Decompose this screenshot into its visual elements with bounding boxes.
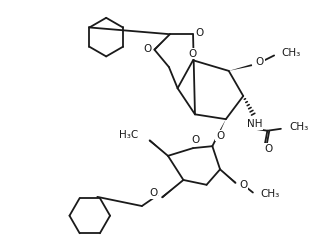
Text: O: O [216, 131, 224, 141]
Polygon shape [149, 140, 168, 156]
Text: O: O [192, 135, 200, 145]
Polygon shape [154, 34, 170, 50]
Polygon shape [162, 180, 184, 198]
Text: O: O [264, 144, 272, 154]
Text: CH₃: CH₃ [261, 189, 280, 199]
Polygon shape [220, 169, 236, 184]
Text: H₃C: H₃C [119, 130, 138, 140]
Text: O: O [144, 44, 152, 54]
Text: O: O [239, 180, 248, 190]
Text: CH₃: CH₃ [290, 122, 309, 132]
Text: NH: NH [247, 119, 263, 129]
Polygon shape [229, 64, 252, 71]
Text: O: O [188, 48, 196, 59]
Text: O: O [196, 28, 204, 38]
Text: O: O [256, 57, 264, 67]
Polygon shape [215, 119, 226, 139]
Text: O: O [149, 188, 157, 199]
Text: CH₃: CH₃ [282, 48, 301, 58]
